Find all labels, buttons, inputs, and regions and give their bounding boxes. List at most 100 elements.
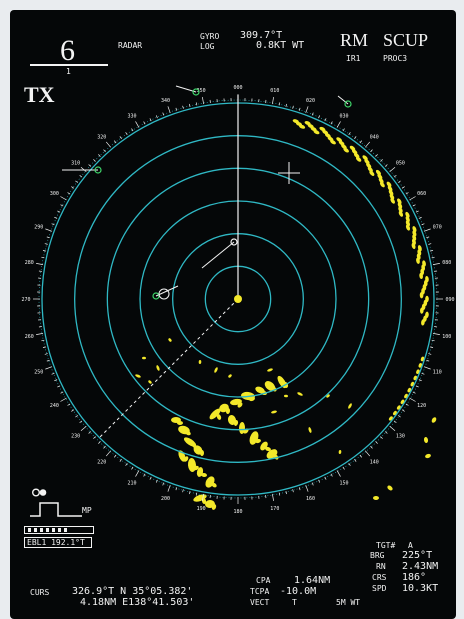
bearing-tick (330, 121, 333, 125)
radar-echo (193, 465, 199, 471)
bearing-tick (75, 415, 79, 418)
bearing-tick (182, 105, 184, 109)
bearing-tick (370, 149, 373, 153)
tgt-id[interactable]: A (408, 541, 413, 550)
bearing-tick (155, 115, 158, 119)
bearing-tick-label: 260 (25, 334, 34, 340)
radar-echo (183, 456, 189, 462)
bearing-tick (54, 216, 58, 219)
gain-bar[interactable] (24, 526, 94, 534)
bearing-tick-label: 290 (34, 224, 43, 230)
radar-echo (199, 450, 205, 456)
bearing-tick-label: 090 (445, 297, 454, 303)
radar-echo (386, 181, 392, 188)
bearing-tick (113, 454, 117, 458)
tracked-target-icon (230, 238, 238, 246)
bearing-tick (428, 353, 432, 355)
radar-echo (255, 438, 261, 444)
scup-mode[interactable]: SCUP (383, 30, 429, 50)
cpa-value: 1.64NM (294, 575, 331, 586)
gyro-heading-value: 309.7°T (240, 30, 283, 41)
radar-echo (373, 496, 379, 500)
radar-echo (209, 408, 221, 420)
bearing-tick (354, 136, 357, 140)
bearing-tick-label: 140 (370, 459, 379, 465)
crs-value: 186° (402, 572, 427, 583)
bearing-tick (409, 397, 416, 402)
bearing-tick (202, 97, 204, 105)
radar-echo (168, 338, 172, 342)
radar-echo (411, 242, 416, 250)
radar-echo (271, 410, 277, 414)
radar-echo (211, 482, 217, 488)
radar-echo (353, 153, 360, 158)
radar-scope[interactable]: 000 010 020 030 040 050 060 070 080 090 100 110 120 1… (10, 10, 456, 619)
bearing-tick-label: 230 (71, 433, 80, 439)
bearing-tick (318, 479, 321, 483)
bearing-tick (60, 204, 64, 207)
rn-label: RN (376, 562, 386, 571)
radar-echo (227, 415, 237, 425)
bearing-tick (45, 366, 53, 370)
vect-value[interactable]: 5M WT (336, 598, 361, 607)
tx-status[interactable]: TX (24, 82, 55, 107)
radar-echo (420, 307, 424, 314)
radar-echo (249, 431, 259, 445)
bearing-tick (426, 236, 430, 239)
bearing-tick (162, 112, 165, 116)
radar-echo (405, 224, 411, 231)
bearing-tick (45, 228, 53, 232)
brg-label: BRG (370, 551, 385, 560)
bearing-tick (426, 359, 430, 362)
radar-echo (265, 446, 271, 452)
bearing-tick (42, 250, 46, 252)
mp-label[interactable]: MP (82, 506, 92, 515)
bearing-tick (380, 159, 383, 162)
bearing-tick (131, 466, 134, 470)
bearing-tick (41, 256, 45, 259)
bearing-tick (60, 397, 67, 402)
radar-echo (362, 155, 368, 161)
bearing-tick (342, 466, 345, 470)
bearing-tick-label: 050 (396, 161, 405, 167)
gyro-label: GYRO (200, 32, 220, 41)
radar-echo (387, 185, 393, 192)
radar-echo (284, 394, 288, 398)
bearing-tick-label: 160 (306, 496, 315, 502)
radar-echo (423, 437, 429, 443)
bearing-tick (412, 204, 416, 207)
range-scale-value[interactable]: 6 (60, 34, 75, 67)
bearing-tick (409, 196, 416, 201)
radar-echo (404, 393, 408, 399)
bearing-tick (272, 97, 274, 105)
bearing-tick (79, 174, 83, 178)
bearing-tick-label: 220 (97, 459, 106, 465)
proc-mode[interactable]: PROC3 (383, 54, 408, 63)
rn-value: 2.43NM (402, 561, 439, 572)
cursor-position-line2: 4.18NM E138°41.503' (80, 597, 195, 608)
target-vector (155, 285, 179, 297)
radar-echo (216, 414, 222, 420)
bearing-tick (105, 450, 111, 457)
tracked-target-icon (344, 100, 352, 108)
target-a-icon (158, 288, 170, 300)
bearing-tick (175, 487, 178, 491)
radar-echo (238, 422, 246, 434)
radar-echo (228, 374, 232, 378)
radar-echo (341, 144, 347, 149)
bearing-tick (412, 391, 416, 394)
bearing-tick (431, 339, 435, 342)
tracked-target-icon (94, 166, 102, 174)
bearing-tick (143, 473, 146, 477)
bearing-tick (405, 192, 409, 195)
bearing-tick (155, 479, 158, 483)
bearing-tick-label: 100 (442, 334, 451, 340)
radar-echo (421, 319, 425, 326)
bearing-tick (432, 263, 440, 265)
radar-echo (397, 198, 402, 205)
ebl-readout[interactable]: EBL1 192.1°T (24, 537, 92, 548)
ir-mode[interactable]: IR1 (346, 54, 361, 63)
relative-motion-mode[interactable]: RM (340, 30, 369, 50)
vect-mode[interactable]: T (292, 598, 297, 607)
bearing-tick (182, 489, 184, 493)
